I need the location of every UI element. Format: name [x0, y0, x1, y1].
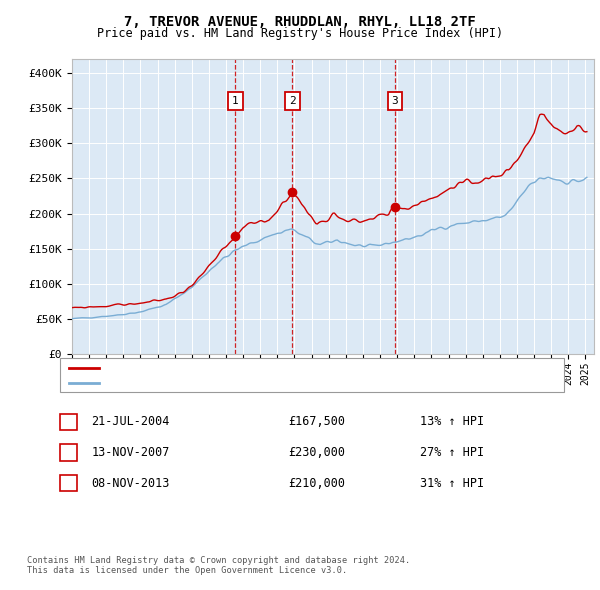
Text: 21-JUL-2004: 21-JUL-2004	[91, 415, 170, 428]
Text: 7, TREVOR AVENUE, RHUDDLAN, RHYL, LL18 2TF: 7, TREVOR AVENUE, RHUDDLAN, RHYL, LL18 2…	[124, 15, 476, 29]
Text: Contains HM Land Registry data © Crown copyright and database right 2024.
This d: Contains HM Land Registry data © Crown c…	[27, 556, 410, 575]
Text: 3: 3	[64, 477, 71, 490]
Text: 27% ↑ HPI: 27% ↑ HPI	[420, 446, 484, 459]
Text: 7, TREVOR AVENUE, RHUDDLAN, RHYL, LL18 2TF (detached house): 7, TREVOR AVENUE, RHUDDLAN, RHYL, LL18 2…	[105, 363, 488, 373]
Text: £210,000: £210,000	[288, 477, 345, 490]
Text: 13-NOV-2007: 13-NOV-2007	[91, 446, 170, 459]
Text: 2: 2	[64, 446, 71, 459]
Text: 31% ↑ HPI: 31% ↑ HPI	[420, 477, 484, 490]
Text: £167,500: £167,500	[288, 415, 345, 428]
Text: 08-NOV-2013: 08-NOV-2013	[91, 477, 170, 490]
Text: Price paid vs. HM Land Registry's House Price Index (HPI): Price paid vs. HM Land Registry's House …	[97, 27, 503, 40]
Text: 2: 2	[289, 96, 296, 106]
Text: £230,000: £230,000	[288, 446, 345, 459]
Text: HPI: Average price, detached house, Denbighshire: HPI: Average price, detached house, Denb…	[105, 378, 417, 388]
Text: 3: 3	[392, 96, 398, 106]
Text: 1: 1	[64, 415, 71, 428]
Text: 1: 1	[232, 96, 239, 106]
Text: 13% ↑ HPI: 13% ↑ HPI	[420, 415, 484, 428]
